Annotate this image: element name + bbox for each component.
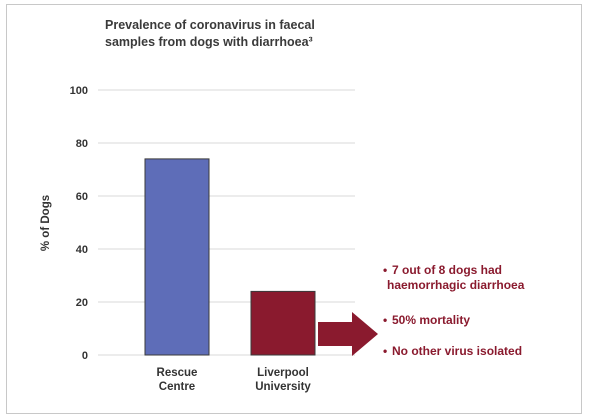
annotation-bullet: •: [383, 263, 387, 277]
right-arrow-icon: [318, 312, 378, 356]
x-category-label: Rescue: [157, 367, 198, 379]
y-tick-label: 20: [76, 297, 88, 309]
annotation-line: 50% mortality: [392, 313, 470, 327]
y-tick-label: 60: [76, 191, 88, 203]
annotation-line: haemorrhagic diarrhoea: [387, 278, 525, 292]
bar: [250, 290, 316, 356]
bar: [144, 158, 210, 356]
chart-title-line-1: Prevalence of coronavirus in faecal: [105, 18, 315, 32]
annotation-line: No other virus isolated: [392, 344, 522, 358]
annotation-bullet: •: [383, 313, 387, 327]
y-tick-label: 80: [76, 138, 88, 150]
y-tick-label: 0: [82, 350, 88, 362]
y-tick-label: 40: [76, 244, 88, 256]
x-category-label: Centre: [159, 381, 195, 393]
y-tick-label: 100: [70, 85, 88, 97]
bars: [144, 158, 316, 356]
chart-title: Prevalence of coronavirus in faecal samp…: [105, 18, 315, 49]
annotation-bullet: •: [383, 344, 387, 358]
x-category-label: University: [255, 381, 311, 393]
x-category-labels: Rescue Centre Liverpool University: [157, 367, 312, 393]
y-tick-labels: 0 20 40 60 80 100: [70, 85, 88, 362]
gridlines: [98, 89, 355, 356]
y-axis-label: % of Dogs: [40, 195, 52, 251]
annotation-line: 7 out of 8 dogs had: [392, 263, 502, 277]
chart-title-line-2: samples from dogs with diarrhoea³: [105, 35, 313, 49]
x-category-label: Liverpool: [257, 367, 309, 379]
